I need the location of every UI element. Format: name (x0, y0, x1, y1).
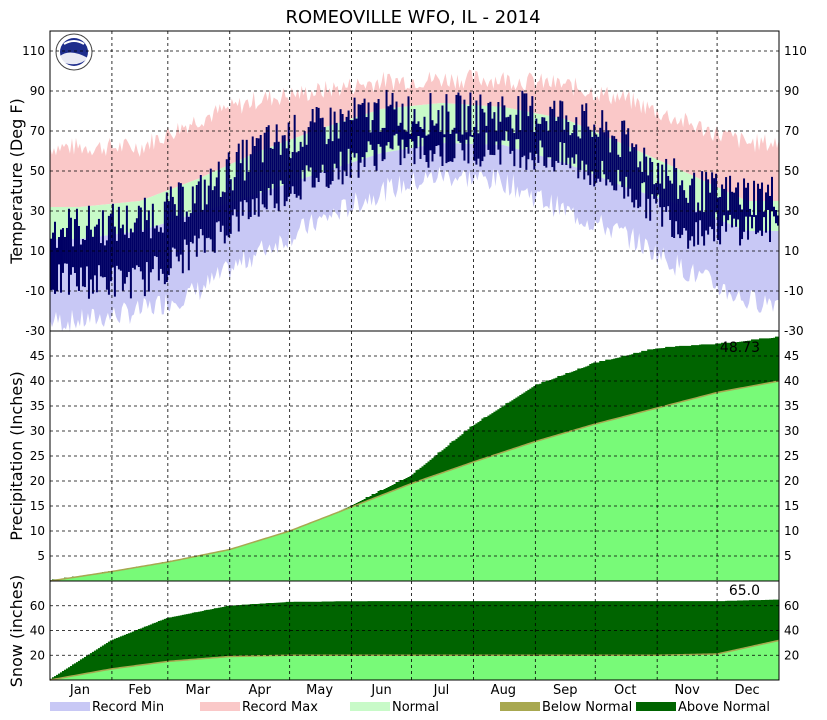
y-tick-label-right: 20 (784, 474, 799, 488)
y-tick-label-left: 40 (30, 374, 45, 388)
y-tick-label-left: 110 (22, 44, 45, 58)
precipitation-panel: 5 5 10 10 15 15 20 20 25 25 30 30 35 35 40 40 45 45 Precip… (7, 330, 799, 582)
y-tick-label-right: 70 (784, 124, 799, 138)
y-tick-label-right: 15 (784, 499, 799, 513)
y-tick-label-right: -30 (784, 324, 804, 338)
month-label: Apr (248, 683, 271, 698)
y-tick-label-left: 25 (30, 449, 45, 463)
precip-total-label: 48.73 (720, 340, 760, 356)
legend-label: Record Min (92, 700, 164, 715)
y-tick-label-left: 10 (30, 524, 45, 538)
legend-label: Record Max (242, 700, 318, 715)
legend-swatch (200, 702, 240, 711)
month-label: Oct (614, 683, 636, 698)
snow-ylabel: Snow (inches) (7, 575, 26, 687)
month-label: Mar (186, 683, 211, 698)
legend-label: Above Normal (678, 700, 770, 715)
y-tick-label-left: -10 (25, 284, 45, 298)
y-tick-label-right: 30 (784, 424, 799, 438)
month-label: Jan (69, 683, 90, 698)
y-tick-label-right: 60 (784, 599, 799, 613)
y-tick-label-right: 20 (784, 648, 799, 662)
y-tick-label-right: 110 (784, 44, 807, 58)
y-tick-label-left: 50 (30, 164, 45, 178)
y-tick-label-left: 10 (30, 244, 45, 258)
y-tick-label-left: 90 (30, 84, 45, 98)
y-tick-label-right: 40 (784, 374, 799, 388)
snow-panel: 20 20 40 40 60 60 Snow (inches) 65.0 (7, 575, 799, 687)
y-tick-label-right: 10 (784, 244, 799, 258)
y-tick-label-left: 20 (30, 648, 45, 662)
y-tick-label-left: 5 (37, 549, 45, 563)
y-tick-label-left: 60 (30, 599, 45, 613)
y-tick-label-right: 40 (784, 624, 799, 638)
month-label: Dec (734, 683, 759, 698)
y-tick-label-right: 90 (784, 84, 799, 98)
y-tick-label-right: 35 (784, 399, 799, 413)
precip-normal-line (49, 380, 780, 582)
noaa-logo (55, 33, 93, 71)
y-tick-label-left: 35 (30, 399, 45, 413)
legend-swatch (500, 702, 540, 711)
y-tick-label-right: 45 (784, 349, 799, 363)
y-tick-label-right: 25 (784, 449, 799, 463)
y-tick-label-left: 45 (30, 349, 45, 363)
y-tick-label-left: 70 (30, 124, 45, 138)
month-label: Nov (674, 683, 700, 698)
y-tick-label-right: -10 (784, 284, 804, 298)
month-label: Aug (491, 683, 516, 698)
month-label: Sep (553, 683, 578, 698)
y-tick-label-left: -30 (25, 324, 45, 338)
month-label: Jul (433, 683, 450, 698)
chart-title: ROMEOVILLE WFO, IL - 2014 (285, 7, 540, 28)
month-label: Jun (370, 683, 391, 698)
legend-swatch (350, 702, 390, 711)
observed-temperature (50, 89, 780, 299)
legend-swatch (50, 702, 90, 711)
legend-label: Normal (392, 700, 439, 715)
y-tick-label-right: 50 (784, 164, 799, 178)
temperature-panel: -30 -30 -10 -10 10 10 30 30 50 50 70 70 90 90 110 110 Te… (7, 30, 807, 338)
legend: Record Min Record Max Normal Below Normal Ab… (50, 700, 770, 715)
y-tick-label-left: 20 (30, 474, 45, 488)
legend-label: Below Normal (542, 700, 632, 715)
y-tick-label-right: 10 (784, 524, 799, 538)
y-tick-label-right: 30 (784, 204, 799, 218)
y-tick-label-left: 30 (30, 204, 45, 218)
y-tick-label-left: 30 (30, 424, 45, 438)
temperature-ylabel: Temperature (Deg F) (7, 98, 26, 265)
legend-swatch (636, 702, 676, 711)
snow-total-label: 65.0 (729, 583, 760, 599)
y-tick-label-left: 15 (30, 499, 45, 513)
y-tick-label-right: 5 (784, 549, 792, 563)
snow-normal-area (50, 640, 779, 680)
month-label: Feb (128, 683, 151, 698)
record-max-band (50, 69, 779, 207)
month-label: May (306, 683, 333, 698)
record-min-band (50, 143, 779, 332)
month-axis: Jan Feb Mar Apr May Jun Jul Aug Sep Oct Nov Dec (69, 683, 760, 698)
precipitation-ylabel: Precipitation (Inches) (7, 371, 26, 541)
y-tick-label-left: 40 (30, 624, 45, 638)
